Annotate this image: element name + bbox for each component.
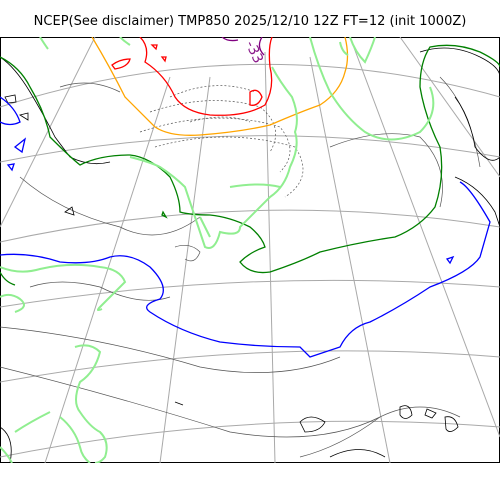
- latitude-line: [0, 209, 500, 243]
- longitude-line: [399, 37, 500, 178]
- map-border: [0, 37, 500, 463]
- longitude-line: [349, 37, 500, 438]
- map-panel: -33: [0, 37, 500, 463]
- graticule: [0, 37, 500, 463]
- isotherm-minus21C: [111, 37, 273, 116]
- longitude-line: [264, 51, 276, 463]
- latitude-line: [0, 420, 500, 458]
- latitude-line: [0, 279, 500, 308]
- longitude-line: [44, 76, 171, 463]
- isotherm-0C: [0, 96, 491, 358]
- height-contours: [0, 76, 481, 458]
- figure-title: NCEP(See disclaimer) TMP850 2025/12/10 1…: [33, 14, 467, 29]
- longitude-line: [0, 37, 96, 228]
- coastline: [0, 47, 500, 463]
- isotherm-minus33C: [221, 37, 265, 56]
- latitude-line: [0, 350, 500, 383]
- dashed-contours: [139, 85, 304, 198]
- weather-map: -33: [0, 37, 500, 463]
- longitude-line: [159, 76, 211, 463]
- isotherm-minus15C: [91, 37, 349, 136]
- isotherm-light-green: [0, 37, 435, 463]
- latitude-line: [0, 135, 500, 163]
- isotherm-minus6C: [0, 44, 500, 286]
- longitude-line: [309, 56, 391, 463]
